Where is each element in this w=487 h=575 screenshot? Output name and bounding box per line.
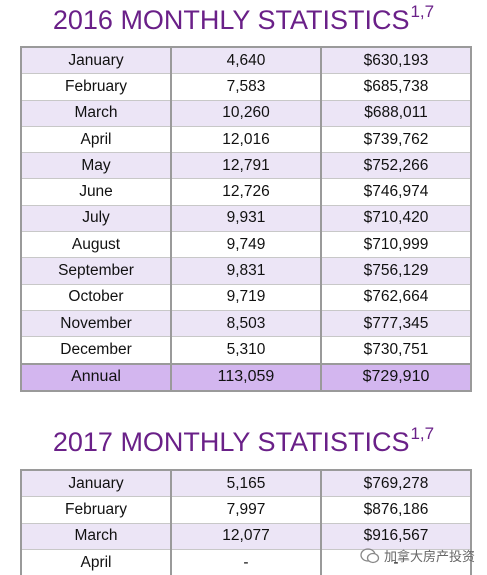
value-cell: $710,999	[320, 231, 472, 258]
value-cell: 5,165	[170, 469, 322, 497]
value-cell: 10,260	[170, 99, 322, 127]
month-cell: April	[20, 125, 172, 153]
value-cell: 12,077	[170, 522, 322, 550]
month-cell: June	[20, 178, 172, 206]
table-row: August 9,749 $710,999	[20, 231, 472, 258]
value-cell: $916,567	[320, 522, 472, 550]
month-cell: March	[20, 522, 172, 550]
month-cell: January	[20, 46, 172, 74]
table-row: Annual 113,059 $729,910	[20, 362, 472, 392]
title-text: 2016 MONTHLY STATISTICS	[52, 5, 410, 35]
month-cell: April	[20, 548, 172, 575]
value-cell: $752,266	[320, 152, 472, 179]
table-row: September 9,831 $756,129	[20, 257, 472, 285]
stats-table: January 4,640 $630,193 February 7,583 $685,73…	[20, 46, 472, 392]
table-row: June 12,726 $746,974	[20, 178, 472, 206]
value-cell: $746,974	[320, 178, 472, 206]
value-cell: 12,726	[170, 178, 322, 206]
month-cell: December	[20, 336, 172, 364]
value-cell: $710,420	[320, 204, 472, 232]
value-cell: $688,011	[320, 99, 472, 127]
month-cell: September	[20, 257, 172, 285]
value-cell: 9,831	[170, 257, 322, 285]
watermark: 加拿大房产投资	[360, 546, 475, 565]
value-cell: 12,791	[170, 152, 322, 179]
value-cell: -	[320, 548, 472, 575]
month-cell: February	[20, 496, 172, 524]
value-cell: 7,997	[170, 496, 322, 524]
value-cell: 8,503	[170, 309, 322, 337]
month-cell: July	[20, 204, 172, 232]
table-row: March 12,077 $916,567	[20, 522, 472, 550]
value-cell: 7,583	[170, 73, 322, 101]
title-superscript: 1,7	[410, 2, 435, 21]
table-row: May 12,791 $752,266	[20, 152, 472, 179]
table-row: February 7,583 $685,738	[20, 73, 472, 101]
value-cell: $729,910	[320, 362, 472, 392]
table-row: November 8,503 $777,345	[20, 309, 472, 337]
value-cell: 9,931	[170, 204, 322, 232]
value-cell: $685,738	[320, 73, 472, 101]
month-cell: March	[20, 99, 172, 127]
value-cell: $730,751	[320, 336, 472, 364]
table-row: April 12,016 $739,762	[20, 125, 472, 153]
value-cell: $630,193	[320, 46, 472, 74]
value-cell: -	[170, 548, 322, 575]
value-cell: $762,664	[320, 283, 472, 311]
value-cell: $739,762	[320, 125, 472, 153]
table-row: October 9,719 $762,664	[20, 283, 472, 311]
table-title: 2016 MONTHLY STATISTICS1,7	[0, 2, 487, 36]
month-cell: Annual	[20, 362, 172, 392]
month-cell: January	[20, 469, 172, 497]
title-text: 2017 MONTHLY STATISTICS	[52, 427, 410, 457]
value-cell: $876,186	[320, 496, 472, 524]
month-cell: May	[20, 152, 172, 179]
table-row: January 5,165 $769,278	[20, 469, 472, 497]
value-cell: 9,719	[170, 283, 322, 311]
value-cell: 4,640	[170, 46, 322, 74]
table-row: January 4,640 $630,193	[20, 46, 472, 74]
wechat-icon	[360, 547, 380, 563]
stats-table: January 5,165 $769,278 February 7,997 $876,18…	[20, 469, 472, 575]
watermark-text: 加拿大房产投资	[383, 549, 475, 564]
title-superscript: 1,7	[410, 424, 435, 443]
month-cell: August	[20, 231, 172, 258]
month-cell: October	[20, 283, 172, 311]
table-row: December 5,310 $730,751	[20, 336, 472, 364]
table-title: 2017 MONTHLY STATISTICS1,7	[0, 424, 487, 458]
value-cell: 113,059	[170, 362, 322, 392]
value-cell: 5,310	[170, 336, 322, 364]
value-cell: $769,278	[320, 469, 472, 497]
value-cell: $777,345	[320, 309, 472, 337]
month-cell: February	[20, 73, 172, 101]
table-row: February 7,997 $876,186	[20, 496, 472, 524]
value-cell: 12,016	[170, 125, 322, 153]
value-cell: 9,749	[170, 231, 322, 258]
table-row: April - -	[20, 548, 472, 575]
table-row: March 10,260 $688,011	[20, 99, 472, 127]
table-row: July 9,931 $710,420	[20, 204, 472, 232]
month-cell: November	[20, 309, 172, 337]
value-cell: $756,129	[320, 257, 472, 285]
